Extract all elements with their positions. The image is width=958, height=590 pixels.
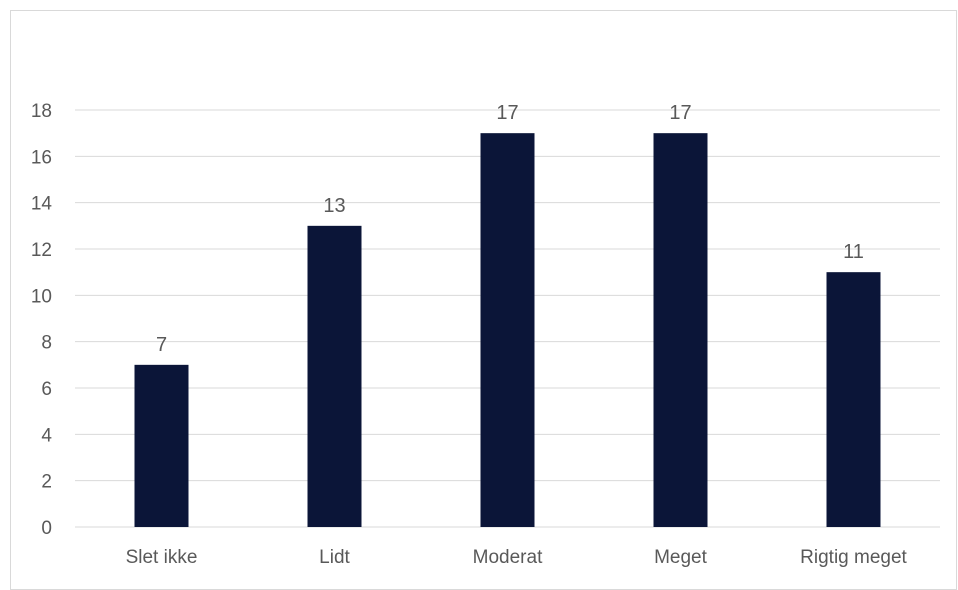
bar	[653, 133, 708, 527]
x-axis-categories: Slet ikke Lidt Moderat Meget Rigtig meget	[126, 547, 908, 568]
bars	[134, 133, 881, 528]
bar-chart: 0 2 4 6 8 10 12 14 16 18 7 13 17 17 11 Slet ikke Lidt M…	[31, 101, 940, 568]
x-category-label: Lidt	[319, 547, 350, 568]
bar	[826, 272, 881, 527]
x-category-label: Moderat	[473, 547, 543, 568]
y-tick-label: 6	[41, 379, 52, 400]
x-category-label: Meget	[654, 547, 708, 568]
bar	[134, 364, 189, 527]
y-tick-label: 16	[31, 147, 52, 168]
y-tick-label: 18	[31, 101, 52, 122]
y-tick-label: 0	[41, 518, 52, 539]
bar	[307, 225, 362, 528]
y-tick-label: 10	[31, 286, 52, 307]
y-tick-label: 4	[41, 425, 52, 446]
y-tick-label: 2	[41, 472, 52, 493]
data-label: 17	[669, 102, 691, 124]
data-label: 17	[496, 102, 518, 124]
data-label: 7	[156, 334, 167, 356]
y-tick-label: 14	[31, 194, 53, 215]
data-label: 13	[323, 195, 345, 217]
y-tick-label: 12	[31, 240, 52, 261]
x-category-label: Slet ikke	[126, 547, 198, 568]
y-tick-label: 8	[41, 333, 52, 354]
bar	[480, 133, 535, 527]
y-axis-ticks: 0 2 4 6 8 10 12 14 16 18	[31, 101, 53, 539]
data-labels: 7 13 17 17 11	[156, 102, 864, 356]
data-label: 11	[843, 241, 864, 263]
x-category-label: Rigtig meget	[800, 547, 907, 568]
